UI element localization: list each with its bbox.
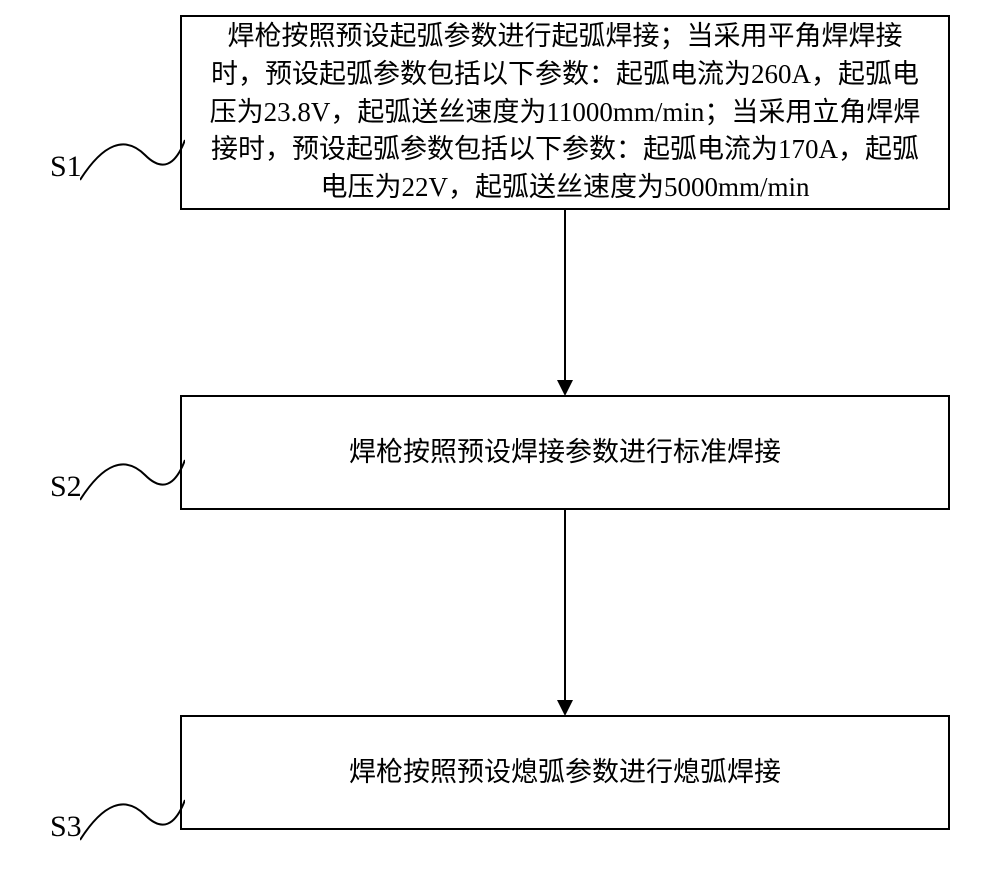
arrow-line-1	[564, 210, 566, 387]
arrow-head-2	[557, 700, 573, 716]
step-text-s1: 焊枪按照预设起弧参数进行起弧焊接；当采用平角焊焊接时，预设起弧参数包括以下参数：…	[202, 18, 928, 207]
step-label-s1: S1	[50, 150, 82, 184]
step-label-s3: S3	[50, 810, 82, 844]
step-text-s3: 焊枪按照预设熄弧参数进行熄弧焊接	[349, 754, 781, 792]
step-box-s2: 焊枪按照预设焊接参数进行标准焊接	[180, 395, 950, 510]
arrow-head-1	[557, 380, 573, 396]
connector-curve-s2	[80, 450, 185, 515]
step-text-s2: 焊枪按照预设焊接参数进行标准焊接	[349, 434, 781, 472]
step-box-s1: 焊枪按照预设起弧参数进行起弧焊接；当采用平角焊焊接时，预设起弧参数包括以下参数：…	[180, 15, 950, 210]
step-label-s2: S2	[50, 470, 82, 504]
connector-curve-s1	[80, 130, 185, 195]
arrow-line-2	[564, 510, 566, 707]
connector-curve-s3	[80, 790, 185, 855]
step-box-s3: 焊枪按照预设熄弧参数进行熄弧焊接	[180, 715, 950, 830]
